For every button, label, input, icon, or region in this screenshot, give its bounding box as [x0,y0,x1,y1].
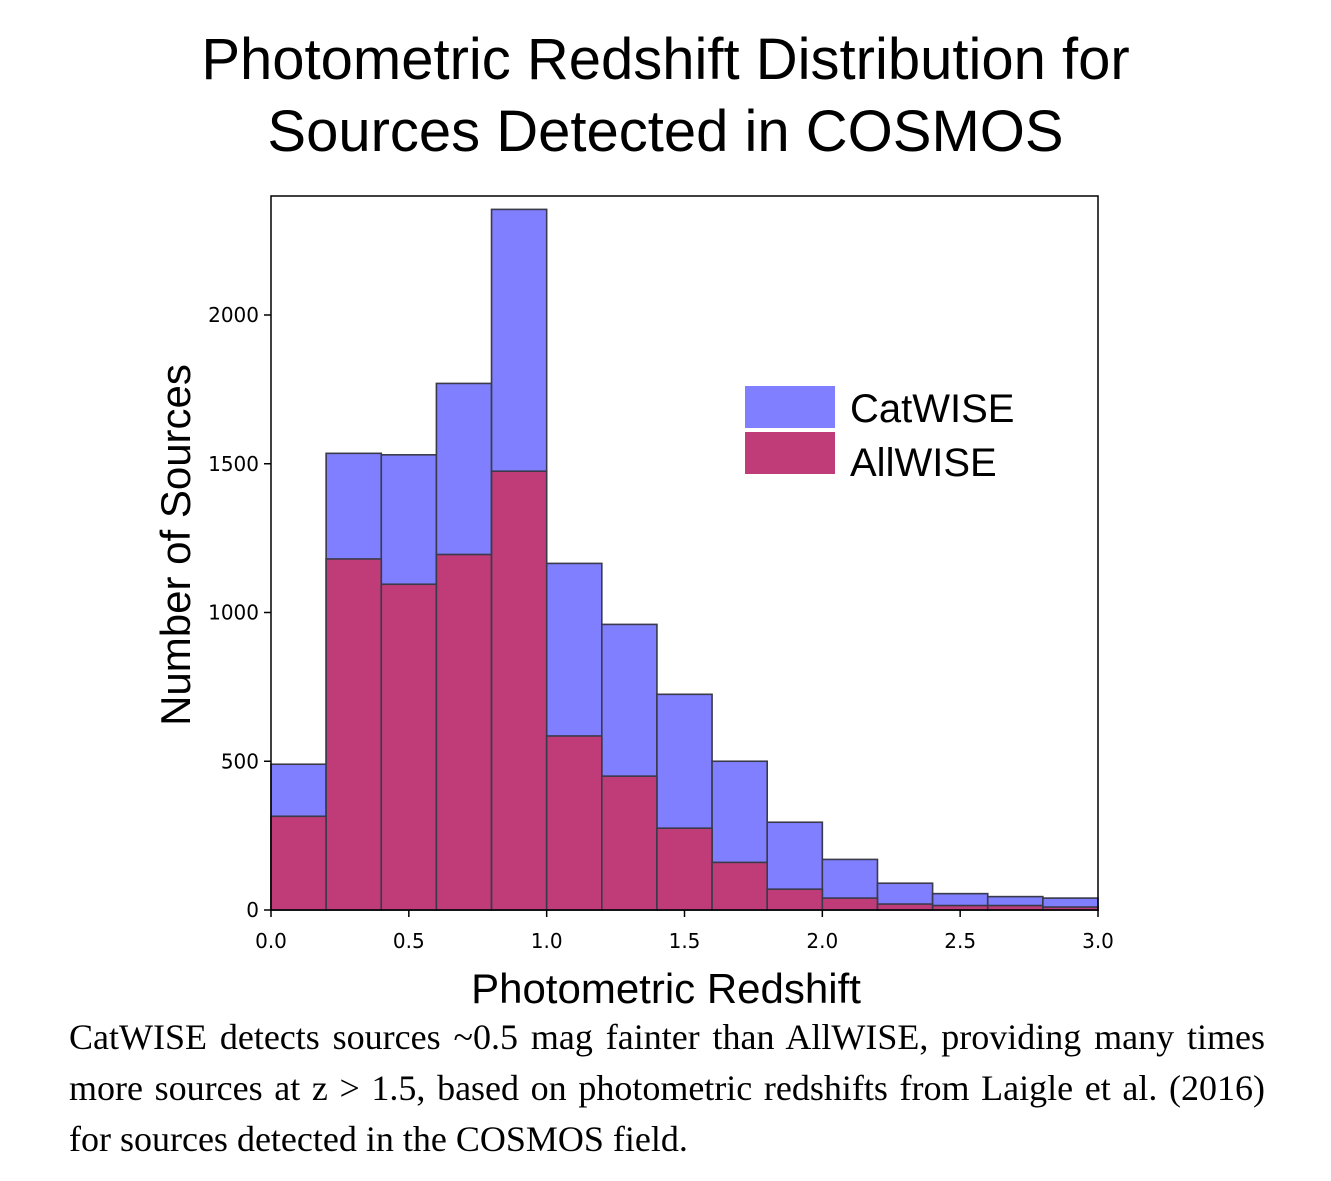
bar-allwise-2 [380,583,438,911]
bar-allwise-1 [325,558,383,911]
chart-title-line-1: Photometric Redshift Distribution for [201,27,1130,92]
bar-allwise-6 [600,775,658,911]
bar-allwise-0 [270,815,327,911]
legend-label-catwise: CatWISE [850,387,1014,431]
y-tick-label: 500 [221,749,259,773]
bar-allwise-11 [876,903,934,911]
series-allwise-bars [270,470,1099,911]
x-tick-label: 1.0 [531,929,563,953]
bar-allwise-3 [435,553,493,911]
x-tick-label: 2.0 [806,929,838,953]
x-tick-label: 0.5 [393,929,425,953]
y-axis-label: Number of Sources [152,364,199,726]
x-tick-label: 3.0 [1082,929,1114,953]
chart-title-line-2: Sources Detected in COSMOS [267,99,1064,164]
bar-allwise-8 [711,861,768,911]
bar-allwise-7 [656,827,713,911]
legend-swatch-catwise [745,386,835,428]
legend: CatWISE AllWISE [745,386,1014,485]
x-axis-ticks: 0.0 0.5 1.0 1.5 2.0 2.5 3.0 [255,910,1114,953]
y-tick-label: 1000 [208,601,259,625]
y-axis-ticks: 0 500 1000 1500 2000 [208,303,271,922]
legend-swatch-allwise [745,432,835,474]
bar-allwise-5 [545,735,603,911]
histogram-chart: 0.0 0.5 1.0 1.5 2.0 2.5 3.0 0 500 1000 1500 2000 P… [152,195,1114,1010]
figure-caption: CatWISE detects sources ~0.5 mag fainter… [69,1017,1265,1159]
bar-allwise-4 [490,470,548,911]
bar-allwise-10 [821,897,879,911]
x-tick-label: 0.0 [255,929,287,953]
y-tick-label: 2000 [208,303,259,327]
y-tick-label: 1500 [208,452,259,476]
legend-label-allwise: AllWISE [850,441,997,485]
y-tick-label: 0 [246,898,259,922]
x-axis-label: Photometric Redshift [471,965,861,1010]
chart-title: Photometric Redshift Distribution for So… [0,24,1331,168]
x-tick-label: 2.5 [944,929,976,953]
bar-allwise-9 [766,888,824,911]
x-tick-label: 1.5 [669,929,701,953]
